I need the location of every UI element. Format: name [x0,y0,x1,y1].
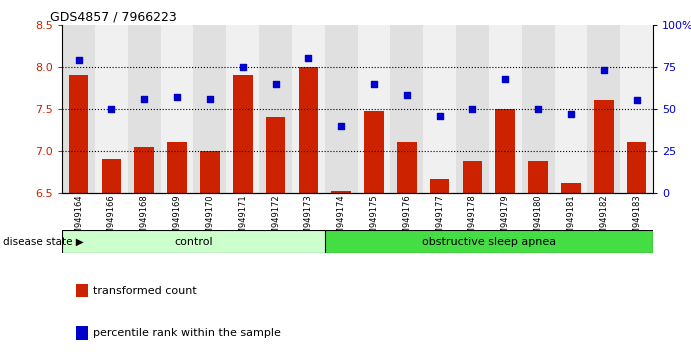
Bar [160,25,193,193]
Bar [495,109,515,193]
Bar [332,191,351,193]
Point [631,98,642,103]
Text: obstructive sleep apnea: obstructive sleep apnea [422,236,556,247]
Point [139,96,150,102]
Point [270,81,281,86]
Bar [522,25,554,193]
Bar [397,143,417,193]
Bar [423,25,456,193]
Bar [430,179,449,193]
Bar [621,25,653,193]
Text: control: control [174,236,213,247]
Bar [266,117,285,193]
Bar [200,151,220,193]
Point [598,67,609,73]
Bar [102,159,122,193]
Bar [358,25,390,193]
Bar [463,161,482,193]
Bar [259,25,292,193]
Text: GDS4857 / 7966223: GDS4857 / 7966223 [50,11,177,24]
Bar [456,25,489,193]
Point [205,96,216,102]
Point [401,93,413,98]
Point [434,113,445,118]
Bar [128,25,160,193]
Bar [134,147,154,193]
Bar [364,112,384,193]
Bar [233,75,253,193]
Bar [227,25,259,193]
Bar [68,75,88,193]
Bar [594,101,614,193]
Point [303,56,314,61]
Text: percentile rank within the sample: percentile rank within the sample [93,328,281,338]
Bar [529,161,548,193]
Text: transformed count: transformed count [93,286,197,296]
Bar [555,25,587,193]
Bar [95,25,128,193]
Point [73,57,84,63]
Bar [627,143,647,193]
Bar [390,25,423,193]
Bar [167,143,187,193]
Bar [489,25,522,193]
Bar [587,25,621,193]
Point [565,111,576,117]
Point [237,64,248,70]
Bar [561,183,580,193]
Bar [193,25,227,193]
Bar [325,25,358,193]
Point [500,76,511,81]
Bar [292,25,325,193]
Point [171,94,182,100]
Point [106,106,117,112]
Point [336,123,347,129]
Point [467,106,478,112]
Text: disease state ▶: disease state ▶ [3,236,84,247]
Point [368,81,379,86]
Point [533,106,544,112]
Bar [62,25,95,193]
Bar [299,67,318,193]
